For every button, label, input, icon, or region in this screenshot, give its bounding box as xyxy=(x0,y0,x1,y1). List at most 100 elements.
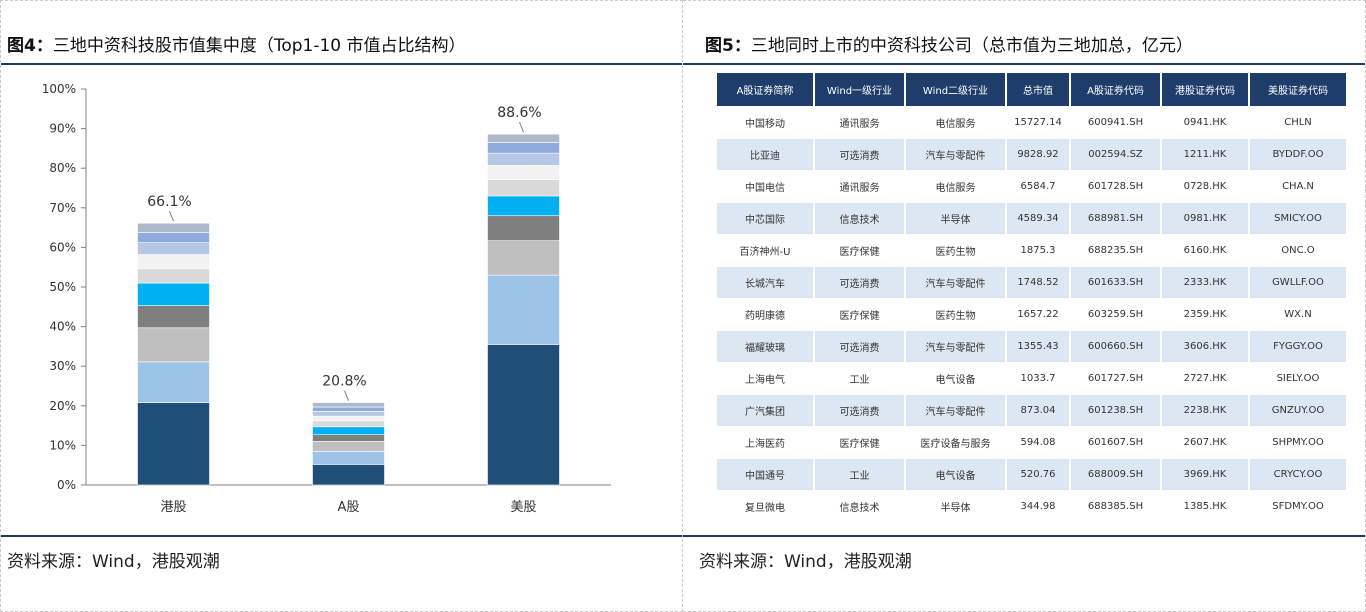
table-header-cell: A股证券简称 xyxy=(717,73,815,107)
table-cell: GWLLF.OO xyxy=(1249,266,1348,299)
table-cell: 603259.SH xyxy=(1070,298,1162,331)
table-cell: 688009.SH xyxy=(1070,458,1162,491)
table-cell: 1211.HK xyxy=(1161,138,1250,171)
bar-segment xyxy=(312,441,385,452)
table-cell: 2359.HK xyxy=(1161,298,1250,331)
bar-segment xyxy=(137,222,210,233)
y-tick-label: 20% xyxy=(49,399,76,413)
table-cell: 工业 xyxy=(814,458,906,491)
table-cell: 汽车与零配件 xyxy=(905,394,1007,427)
table-cell: 3969.HK xyxy=(1161,458,1250,491)
table-cell: 通讯服务 xyxy=(814,106,906,139)
table-row: 上海电气 工业 电气设备 1033.7 601727.SH 2727.HK SIELY.OO xyxy=(717,362,1348,395)
table-cell: 6160.HK xyxy=(1161,234,1250,267)
bar-segment xyxy=(312,426,385,436)
table-cell: 600660.SH xyxy=(1070,330,1162,363)
y-tick-label: 10% xyxy=(49,438,76,452)
table-row: 长城汽车 可选消费 汽车与零配件 1748.52 601633.SH 2333.HK GWL… xyxy=(717,266,1348,299)
table-cell: 3606.HK xyxy=(1161,330,1250,363)
table-cell: 688981.SH xyxy=(1070,202,1162,235)
table-cell: 2727.HK xyxy=(1161,362,1250,395)
table-header-cell: A股证券代码 xyxy=(1070,73,1162,107)
bar-segment xyxy=(487,133,560,143)
y-tick-label: 50% xyxy=(49,280,76,294)
table-cell: 1385.HK xyxy=(1161,490,1250,523)
table-cell: 2238.HK xyxy=(1161,394,1250,427)
table-cell: 2607.HK xyxy=(1161,426,1250,459)
table-cell: 汽车与零配件 xyxy=(905,330,1007,363)
bar-segment xyxy=(487,142,560,154)
y-tick-label: 40% xyxy=(49,320,76,334)
bar-segment xyxy=(137,361,210,403)
table-row: 广汽集团 可选消费 汽车与零配件 873.04 601238.SH 2238.HK GNZU… xyxy=(717,394,1348,427)
table-cell: 医药生物 xyxy=(905,234,1007,267)
table-cell: 复旦微电 xyxy=(717,490,815,523)
table-cell: 1748.52 xyxy=(1006,266,1071,299)
table-cell: 长城汽车 xyxy=(717,266,815,299)
table-cell: 可选消费 xyxy=(814,394,906,427)
table-cell: WX.N xyxy=(1249,298,1348,331)
table-cell: 医疗保健 xyxy=(814,234,906,267)
bar-total-label: 20.8% xyxy=(322,374,366,390)
table-row: 上海医药 医疗保健 医疗设备与服务 594.08 601607.SH 2607.HK SHP… xyxy=(717,426,1348,459)
bar-segment xyxy=(137,242,210,255)
bar-segment xyxy=(137,305,210,329)
table-cell: SMICY.OO xyxy=(1249,202,1348,235)
table-header-cell: Wind二级行业 xyxy=(905,73,1007,107)
y-tick-label: 0% xyxy=(57,478,76,492)
table-cell: 可选消费 xyxy=(814,330,906,363)
x-category-label: A股 xyxy=(338,500,360,515)
table-row: 药明康德 医疗保健 医药生物 1657.22 603259.SH 2359.HK WX.N xyxy=(717,298,1348,331)
table-cell: FYGGY.OO xyxy=(1249,330,1348,363)
y-tick-label: 60% xyxy=(49,240,76,254)
table-body: 中国移动 通讯服务 电信服务 15727.14 600941.SH 0941.HK CHLN… xyxy=(717,106,1348,523)
table-cell: 医疗保健 xyxy=(814,298,906,331)
table-cell: 520.76 xyxy=(1006,458,1071,491)
table-header-cell: 美股证券代码 xyxy=(1249,73,1348,107)
x-category-label: 美股 xyxy=(510,500,536,515)
table-cell: 百济神州-U xyxy=(717,234,815,267)
table-header-cell: 港股证券代码 xyxy=(1161,73,1250,107)
figure-4-number: 图4： xyxy=(7,36,53,56)
table-cell: 汽车与零配件 xyxy=(905,138,1007,171)
table-cell: 9828.92 xyxy=(1006,138,1071,171)
bar-segment xyxy=(487,344,560,486)
table-cell: 医疗设备与服务 xyxy=(905,426,1007,459)
bar-segment xyxy=(137,282,210,306)
table-cell: 601728.SH xyxy=(1070,170,1162,203)
table-cell: 可选消费 xyxy=(814,266,906,299)
bar-segment xyxy=(312,420,385,428)
table-cell: 中国通号 xyxy=(717,458,815,491)
table-cell: 工业 xyxy=(814,362,906,395)
x-category-label: 港股 xyxy=(160,500,186,515)
total-leader-line xyxy=(344,390,349,401)
figure-4-caption: 三地中资科技股市值集中度（Top1-10 市值占比结构） xyxy=(52,36,466,56)
bar-total-label: 88.6% xyxy=(497,105,541,121)
y-tick-label: 90% xyxy=(49,122,76,136)
table-cell: 344.98 xyxy=(1006,490,1071,523)
bar-segment xyxy=(487,195,560,217)
table-cell: 信息技术 xyxy=(814,202,906,235)
table-row: 百济神州-U 医疗保健 医药生物 1875.3 688235.SH 6160.HK ONC.… xyxy=(717,234,1348,267)
table-cell: SFDMY.OO xyxy=(1249,490,1348,523)
table-cell: 1355.43 xyxy=(1006,330,1071,363)
figure-5-title: 图5：三地同时上市的中资科技公司（总市值为三地加总，亿元） xyxy=(683,29,1365,65)
y-tick-label: 30% xyxy=(49,359,76,373)
table-cell: 1657.22 xyxy=(1006,298,1071,331)
figure-5-caption: 三地同时上市的中资科技公司（总市值为三地加总，亿元） xyxy=(750,36,1193,56)
table-cell: ONC.O xyxy=(1249,234,1348,267)
table-cell: SIELY.OO xyxy=(1249,362,1348,395)
table-header-row: A股证券简称 Wind一级行业 Wind二级行业 总市值 A股证券代码 港股证券代码 美股证… xyxy=(717,73,1348,107)
table-cell: 601727.SH xyxy=(1070,362,1162,395)
table-row: 比亚迪 可选消费 汽车与零配件 9828.92 002594.SZ 1211.HK BYDD… xyxy=(717,138,1348,171)
bar-segment xyxy=(312,464,385,486)
table-cell: CHA.N xyxy=(1249,170,1348,203)
table-cell: 594.08 xyxy=(1006,426,1071,459)
table-cell: 1033.7 xyxy=(1006,362,1071,395)
table-cell: 药明康德 xyxy=(717,298,815,331)
figure-5-source: 资料来源：Wind，港股观潮 xyxy=(683,535,1365,587)
table-cell: 0728.HK xyxy=(1161,170,1250,203)
total-leader-line xyxy=(169,211,174,222)
stacked-bar-chart: 0% 10% 20% 30% 40% 50% 60% 70% 80% 90% 100% 66.1% 港股… xyxy=(42,82,611,515)
y-tick-label: 70% xyxy=(49,201,76,215)
